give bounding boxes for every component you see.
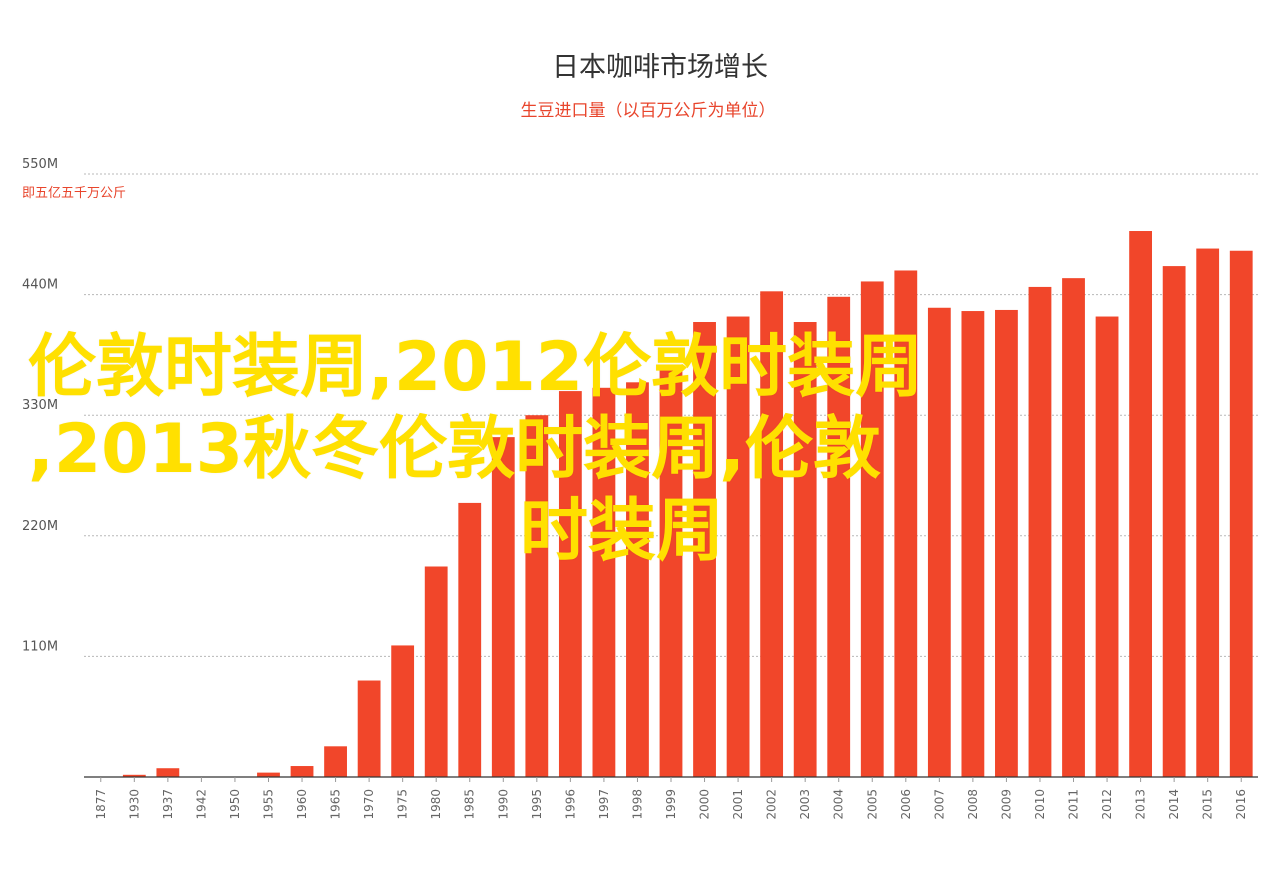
bar-1930: [122, 774, 146, 777]
y-tick-label: 330M: [22, 398, 58, 413]
x-tick-label: 1877: [94, 789, 108, 820]
bar-1998: [626, 382, 649, 777]
x-tick-label: 1955: [261, 789, 275, 820]
bar-2008: [961, 311, 985, 777]
chart-subtitle: 生豆进口量（以百万公斤为单位）: [521, 101, 776, 121]
x-tick-label: 2008: [966, 789, 980, 820]
bar-1980: [424, 566, 448, 777]
x-tick-label: 2010: [1033, 789, 1047, 820]
x-tick-label: 2013: [1134, 789, 1148, 820]
bar-1999: [659, 369, 683, 777]
x-tick-label: 1942: [194, 789, 208, 820]
bar-2003: [793, 322, 817, 777]
bar-2013: [1129, 231, 1153, 777]
x-tick-label: 2001: [731, 789, 745, 820]
x-tick-label: 2004: [832, 789, 846, 820]
x-tick-label: 2012: [1100, 789, 1114, 820]
x-tick-label: 1997: [597, 789, 611, 820]
x-tick-label: 1970: [362, 789, 376, 820]
x-tick-label: 1990: [496, 789, 510, 820]
bar-1937: [156, 768, 180, 777]
bar-1965: [324, 746, 347, 777]
x-tick-label: 1975: [396, 789, 410, 820]
x-tick-label: 2000: [698, 789, 712, 820]
bar-2005: [860, 281, 884, 777]
bar-1985: [458, 502, 482, 777]
bar-1995: [525, 415, 549, 777]
x-tick-label: 1995: [530, 789, 544, 820]
bar-1970: [357, 680, 381, 777]
x-tick-label: 2016: [1234, 789, 1248, 820]
chart-title: 日本咖啡市场增长: [552, 52, 768, 83]
y-tick-label: 550M: [22, 157, 58, 172]
x-tick-label: 2006: [899, 789, 913, 820]
bar-2000: [693, 322, 716, 777]
bar-1960: [290, 766, 314, 777]
bar-2009: [995, 309, 1018, 777]
x-tick-label: 2014: [1167, 789, 1181, 820]
bar-1996: [558, 391, 582, 777]
bar-2014: [1162, 266, 1186, 777]
x-tick-label: 1998: [630, 789, 644, 820]
bar-2001: [726, 316, 750, 777]
bar-2015: [1196, 248, 1220, 777]
x-tick-label: 2009: [999, 789, 1013, 820]
bar-2012: [1095, 316, 1119, 777]
bar-2016: [1229, 250, 1253, 777]
x-tick-label: 2015: [1201, 789, 1215, 820]
bar-2011: [1062, 278, 1085, 777]
y-tick-label: 440M: [22, 278, 58, 293]
bar-2006: [894, 270, 918, 777]
x-tick-label: 1965: [329, 789, 343, 820]
bar-2010: [1028, 286, 1052, 777]
x-tick-label: 1930: [127, 789, 141, 820]
x-tick-label: 1950: [228, 789, 242, 820]
bar-1975: [391, 645, 415, 777]
x-axis-ticks: 1877 1930 1937 1942 1950 1955 1960 1965 1970 1975…: [94, 777, 1248, 820]
y-tick-label: 220M: [22, 519, 58, 534]
y-axis-unit-label: 即五亿五千万公斤: [22, 186, 126, 201]
bar-1955: [257, 772, 280, 777]
x-tick-label: 2002: [765, 789, 779, 820]
y-axis-ticks: 110M 220M 330M 440M 550M: [22, 157, 58, 654]
bar-1990: [491, 437, 515, 777]
bars: [122, 231, 1253, 777]
x-tick-label: 1999: [664, 789, 678, 820]
x-tick-label: 1985: [463, 789, 477, 820]
y-tick-label: 110M: [22, 639, 58, 654]
bar-2007: [927, 307, 951, 777]
x-tick-label: 1980: [429, 789, 443, 820]
x-tick-label: 1937: [161, 789, 175, 820]
x-tick-label: 1996: [563, 789, 577, 820]
x-tick-label: 2005: [865, 789, 879, 820]
bar-2004: [827, 296, 851, 777]
x-tick-label: 1960: [295, 789, 309, 820]
x-tick-label: 2007: [932, 789, 946, 820]
x-tick-label: 2011: [1067, 789, 1081, 820]
x-tick-label: 2003: [798, 789, 812, 820]
bar-2002: [760, 291, 784, 777]
bar-1997: [592, 387, 616, 777]
